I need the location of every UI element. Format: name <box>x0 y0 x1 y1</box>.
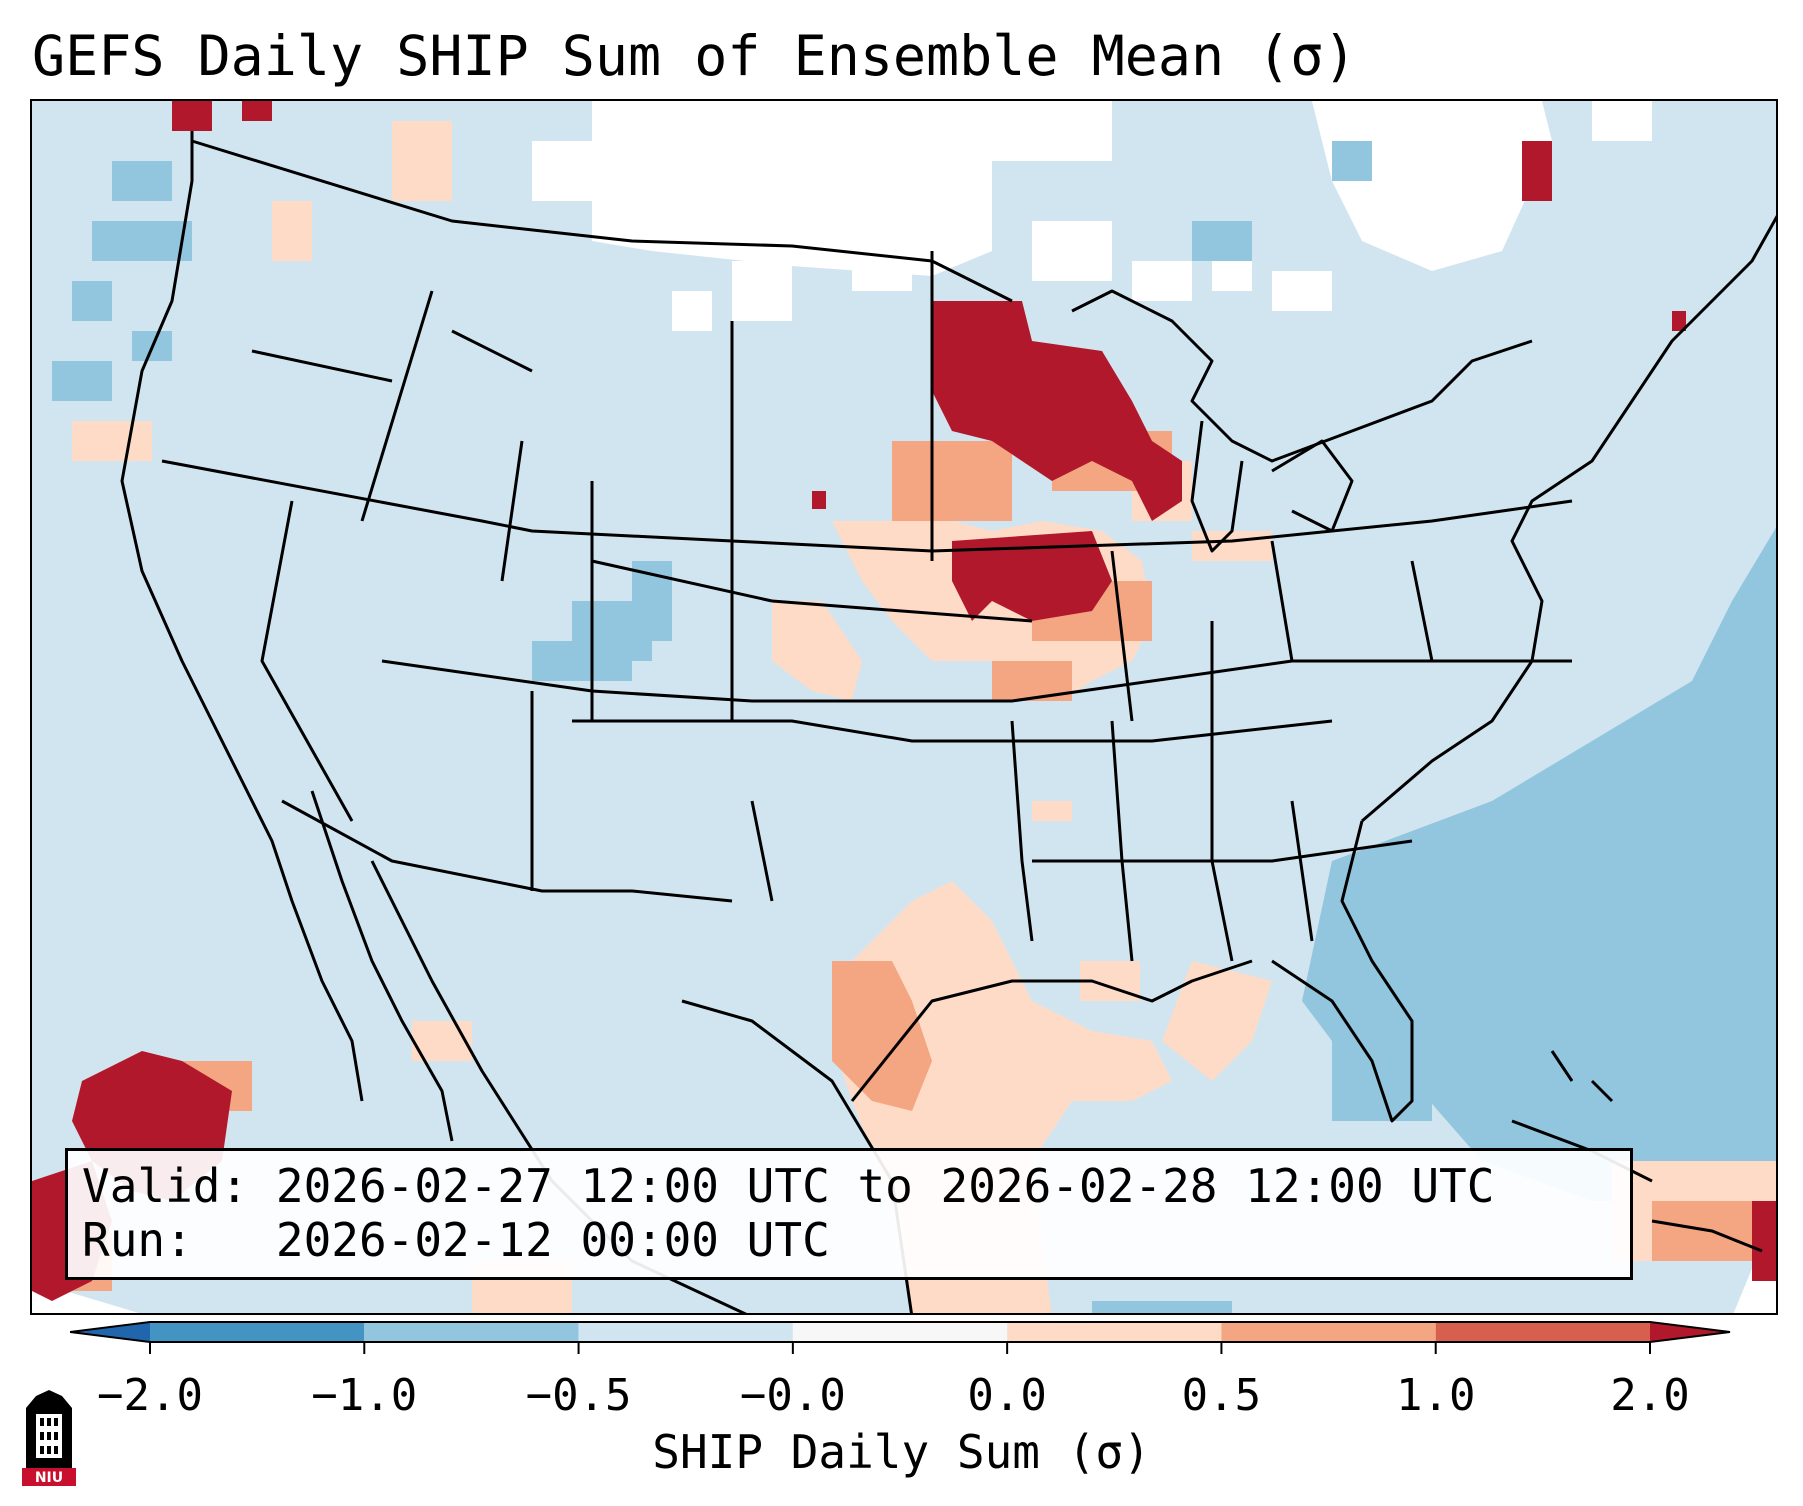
colorbar-bin <box>792 1322 1008 1342</box>
colorbar-tick-label: −1.0 <box>311 1370 417 1420</box>
colorbar-tick-labels: −2.0 −1.0 −0.5 −0.0 0.0 0.5 1.0 2.0 <box>97 1370 1690 1420</box>
colorbar-tick-label: −0.0 <box>740 1370 846 1420</box>
colorbar-bin <box>578 1322 793 1342</box>
colorbar-over-arrow <box>1650 1322 1730 1342</box>
run-row: Run: 2026-02-12 00:00 UTC <box>82 1213 830 1267</box>
negative-patches <box>52 141 1776 1313</box>
colorbar-label: SHIP Daily Sum (σ) <box>652 1425 1151 1479</box>
colorbar-tick-label: 0.0 <box>967 1370 1046 1420</box>
colorbar-bin <box>150 1322 365 1342</box>
logo-text: NIU <box>35 1470 63 1486</box>
map-panel <box>30 99 1778 1315</box>
valid-time-box: Valid: 2026-02-27 12:00 UTC to 2026-02-2… <box>65 1148 1633 1280</box>
colorbar-bin <box>1221 1322 1436 1342</box>
page-title: GEFS Daily SHIP Sum of Ensemble Mean (σ) <box>32 24 1357 88</box>
valid-value: 2026-02-27 12:00 UTC to 2026-02-28 12:00… <box>275 1159 1495 1213</box>
colorbar-bin <box>364 1322 579 1342</box>
run-label: Run: <box>82 1213 193 1267</box>
valid-label: Valid: <box>82 1159 249 1213</box>
colorbar-bin <box>1435 1322 1650 1342</box>
run-value: 2026-02-12 00:00 UTC <box>275 1213 830 1267</box>
niu-logo: NIU <box>22 1390 76 1486</box>
colorbar-ticks <box>149 1342 1651 1354</box>
colorbar-outline <box>70 1321 1731 1343</box>
colorbar: −2.0 −1.0 −0.5 −0.0 0.0 0.5 1.0 2.0 <box>70 1321 1731 1420</box>
colorbar-tick-label: 0.5 <box>1182 1370 1261 1420</box>
colorbar-tick-label: −2.0 <box>97 1370 203 1420</box>
colorbar-under-arrow <box>70 1322 150 1342</box>
map-svg <box>32 101 1776 1313</box>
near-zero-regions <box>32 101 1776 1313</box>
colorbar-tick-label: 1.0 <box>1396 1370 1475 1420</box>
colorbar-bins <box>150 1322 1650 1342</box>
valid-row: Valid: 2026-02-27 12:00 UTC to 2026-02-2… <box>82 1159 1494 1213</box>
colorbar-bin <box>1007 1322 1222 1342</box>
colorbar-tick-label: 2.0 <box>1610 1370 1689 1420</box>
colorbar-tick-label: −0.5 <box>526 1370 632 1420</box>
